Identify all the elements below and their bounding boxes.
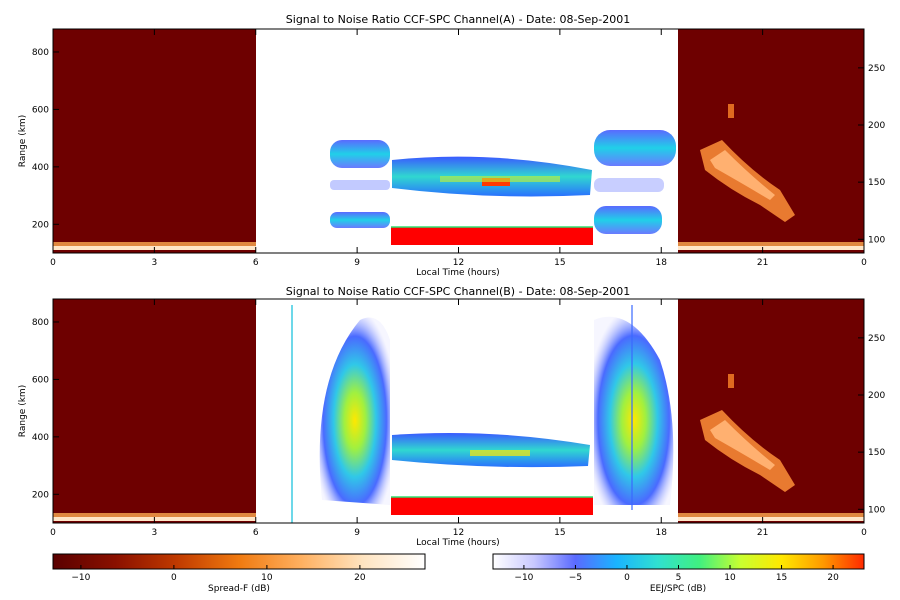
panel-a-lower-echo-left: [330, 212, 390, 228]
panel-a-flayer-echo-left: [330, 140, 390, 168]
panel-a-night-right: [678, 29, 864, 253]
colorbar-tick-label: 20: [827, 573, 839, 583]
panel-b-night-right: [678, 299, 864, 523]
panel-b-plume-left: [319, 317, 390, 505]
panel-a-axes: 0 3 6 9 12 15 18 21 0 200 400 600 800 100 150 200 250: [32, 29, 885, 268]
panel-a-ytick-label: 400: [32, 163, 49, 173]
panel-b-150km-warm: [470, 450, 530, 456]
panel-a-y2tick-label: 100: [868, 235, 885, 245]
panel-a-xtick-label: 18: [656, 258, 668, 268]
panel-a-y2tick-label: 150: [868, 178, 885, 188]
panel-b-night-left: [53, 299, 256, 523]
panel-a-plume-tip: [728, 104, 734, 118]
panel-b: Signal to Noise Ratio CCF-SPC Channel(B)…: [18, 285, 885, 548]
panel-b-xtick-label: 12: [453, 528, 464, 538]
panel-a-xtick-label: 0: [861, 258, 867, 268]
panel-b-ylabel: Range (km): [18, 385, 28, 437]
panel-a-xtick-label: 12: [453, 258, 464, 268]
panel-a-flayer-band-right: [594, 178, 664, 192]
panel-b-ytick-label: 400: [32, 433, 49, 443]
panel-b-ytick-label: 200: [32, 490, 49, 500]
panel-b-plume-core: [710, 420, 775, 470]
panel-b-y2tick-label: 200: [868, 391, 885, 401]
panel-b-xlabel: Local Time (hours): [416, 538, 499, 548]
colorbar-tick-label: 0: [624, 573, 630, 583]
panel-b-xtick-label: 0: [861, 528, 867, 538]
colorbar-right-label: EEJ/SPC (dB): [650, 584, 706, 594]
panel-a-night-left: [53, 29, 256, 253]
panel-a-y2tick-label: 250: [868, 64, 885, 74]
colorbar-right: −10 −5 0 5 10 15 20 EEJ/SPC (dB): [492, 553, 865, 594]
colorbar-right-ticks: −10 −5 0 5 10 15 20: [514, 565, 839, 583]
panel-b-xtick-label: 0: [50, 528, 56, 538]
panel-a-title: Signal to Noise Ratio CCF-SPC Channel(A)…: [286, 13, 630, 26]
panel-a-eej-band: [391, 227, 593, 245]
panel-a-lower-echo-right: [594, 206, 662, 234]
panel-b-xtick-label: 21: [757, 528, 768, 538]
panel-b-title: Signal to Noise Ratio CCF-SPC Channel(B)…: [286, 285, 630, 298]
colorbar-tick-label: 20: [354, 573, 366, 583]
colorbar-left: −10 0 10 20 Spread-F (dB): [52, 553, 426, 594]
panel-b-y2tick-label: 250: [868, 334, 885, 344]
panel-a-150km-warm: [440, 176, 560, 182]
panel-b-bottom-band-right-core: [678, 517, 864, 521]
colorbar-left-gradient: [52, 553, 426, 570]
colorbar-tick-label: 0: [171, 573, 177, 583]
colorbar-tick-label: 10: [261, 573, 273, 583]
panel-a-xtick-label: 3: [152, 258, 158, 268]
colorbar-left-label: Spread-F (dB): [208, 584, 270, 594]
panel-a-xtick-label: 6: [253, 258, 259, 268]
panel-b-xtick-label: 9: [354, 528, 360, 538]
panel-a-xtick-label: 0: [50, 258, 56, 268]
colorbar-tick-label: −10: [71, 573, 90, 583]
colorbar-left-ticks: −10 0 10 20: [71, 565, 366, 583]
colorbar-tick-label: 15: [776, 573, 787, 583]
colorbar-tick-label: 10: [724, 573, 736, 583]
panel-b-xtick-label: 18: [656, 528, 668, 538]
panel-b-xtick-label: 15: [554, 528, 565, 538]
panel-b-y2tick-label: 150: [868, 448, 885, 458]
panel-a-ytick-label: 800: [32, 48, 49, 58]
panel-a-xtick-label: 21: [757, 258, 768, 268]
panel-a-xtick-label: 9: [354, 258, 360, 268]
panel-a-xlabel: Local Time (hours): [416, 268, 499, 278]
panel-a-y2tick-label: 200: [868, 121, 885, 131]
panel-a-ytick-label: 600: [32, 105, 49, 115]
panel-a-bottom-band-right-core: [678, 246, 864, 250]
panel-b-xtick-label: 3: [152, 528, 158, 538]
panel-a-plume-core: [710, 150, 775, 200]
panel-a-xtick-label: 15: [554, 258, 565, 268]
colorbar-tick-label: −10: [514, 573, 533, 583]
panel-b-ytick-label: 600: [32, 375, 49, 385]
panel-b-eej-band: [391, 497, 593, 515]
panel-b-plume-tip: [728, 374, 734, 388]
panel-a: Signal to Noise Ratio CCF-SPC Channel(A)…: [18, 13, 885, 278]
panel-a-flayer-band-left: [330, 180, 390, 190]
panel-b-ytick-label: 800: [32, 318, 49, 328]
panel-b-axes: 0 3 6 9 12 15 18 21 0 200 400 600 800 100 150 200 250: [32, 299, 885, 538]
panel-b-xtick-label: 6: [253, 528, 259, 538]
panel-a-ytick-label: 200: [32, 220, 49, 230]
colorbar-tick-label: 5: [676, 573, 682, 583]
panel-b-plume-right: [594, 316, 674, 505]
panel-a-ylabel: Range (km): [18, 115, 28, 167]
colorbar-tick-label: −5: [569, 573, 582, 583]
panel-a-flayer-echo-right: [594, 130, 676, 166]
panel-b-y2tick-label: 100: [868, 505, 885, 515]
